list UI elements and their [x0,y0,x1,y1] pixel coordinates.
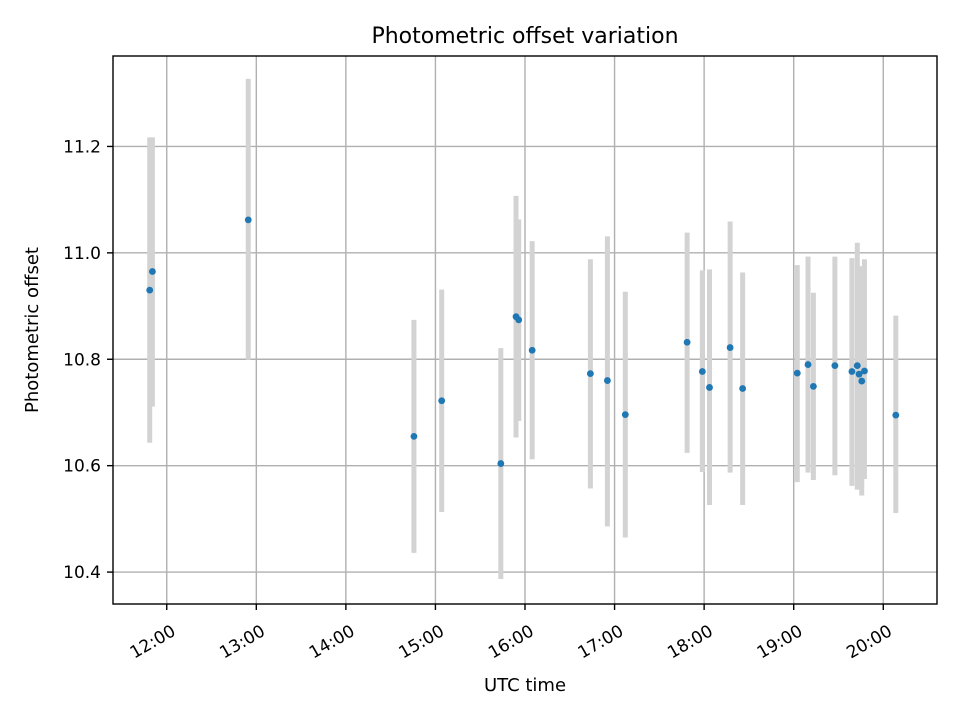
data-point [892,411,900,419]
data-point [861,367,868,375]
chart-title: Photometric offset variation [371,24,678,49]
x-tick-label: 20:00 [843,621,895,663]
y-tick-label: 10.6 [63,457,101,477]
data-points [146,216,900,467]
data-point [146,286,154,294]
data-point [410,433,418,440]
y-axis-ticks: 10.4 10.6 10.8 11.0 11.2 [63,137,113,583]
data-point [149,268,156,275]
x-tick-label: 19:00 [754,621,806,663]
y-tick-label: 10.4 [63,563,101,583]
data-point [586,370,594,378]
data-point [515,316,523,324]
data-point [438,397,446,405]
data-point [683,338,691,346]
data-point [706,384,713,391]
data-point [621,411,629,418]
data-point [858,377,866,385]
data-point [739,385,747,392]
x-axis-ticks: 12:00 13:00 14:00 15:00 16:00 17:00 18:00 19:00… [127,604,896,663]
x-tick-label: 17:00 [575,621,627,663]
x-axis-label: UTC time [484,675,566,696]
data-point [848,368,856,375]
data-point [604,377,611,384]
data-point [497,460,505,467]
x-tick-label: 18:00 [664,621,716,663]
data-point [831,362,839,370]
y-tick-label: 11.0 [63,244,101,264]
data-point [698,368,706,375]
y-axis-label: Photometric offset [22,247,43,413]
x-tick-label: 16:00 [485,621,537,663]
data-point [810,382,817,390]
x-tick-label: 12:00 [127,621,179,663]
data-point [804,361,812,368]
y-tick-label: 11.2 [63,137,101,157]
x-tick-label: 15:00 [395,621,447,663]
data-point [793,369,801,377]
data-point [855,370,863,378]
data-point [244,216,252,224]
x-tick-label: 13:00 [216,621,268,663]
error-bars [147,78,899,579]
data-point [528,346,536,354]
y-tick-label: 10.8 [63,350,101,370]
data-point [853,362,861,370]
x-tick-label: 14:00 [306,621,358,663]
data-point [726,344,734,351]
